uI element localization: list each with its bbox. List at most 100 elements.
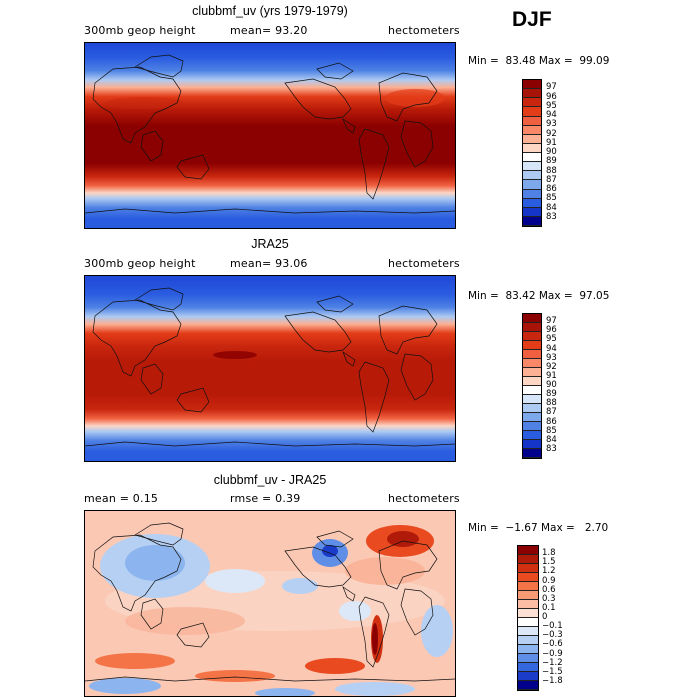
- panel-2-title: JRA25: [251, 237, 289, 251]
- panel-1-coastlines: [85, 54, 455, 214]
- panel-3-rmse-label: rmse = 0.39: [230, 492, 301, 505]
- colorbar-tick-label: 95: [546, 334, 557, 345]
- panel-3-map: [84, 510, 456, 697]
- colorbar-segment: [523, 134, 541, 144]
- colorbar-tick-label: 86: [546, 416, 557, 427]
- colorbar-segment: [518, 672, 538, 681]
- colorbar-tick-label: 89: [546, 156, 557, 167]
- panel-1-variable-label: 300mb geop height: [84, 24, 196, 37]
- colorbar-tick-label: 0.9: [542, 575, 556, 586]
- colorbar-segment: [518, 582, 538, 591]
- colorbar-tick-label: 0.6: [542, 584, 556, 595]
- colorbar-tick-label: 97: [546, 82, 557, 93]
- panel-3-coastlines: [85, 522, 455, 682]
- colorbar-tick-label: 92: [546, 361, 557, 372]
- colorbar-tick-label: −0.6: [542, 639, 563, 650]
- colorbar-tick-label: 1.2: [542, 566, 556, 577]
- colorbar-segment: [523, 162, 541, 172]
- panel-3-colorbar: [517, 545, 539, 691]
- colorbar-segment: [523, 359, 541, 368]
- colorbar-tick-label: 86: [546, 184, 557, 194]
- panel-1-map: [84, 42, 456, 229]
- colorbar-segment: [518, 618, 538, 627]
- colorbar-segment: [523, 368, 541, 377]
- panel-1-colorbar-labels: 97 96 95 94 93 92 91 90 89 88 87 86 85 84 83: [546, 79, 576, 227]
- colorbar-tick-label: 84: [546, 202, 557, 213]
- colorbar-segment: [518, 681, 538, 690]
- panel-3-title: clubbmf_uv - JRA25: [213, 473, 327, 487]
- colorbar-tick-label: 1.8: [542, 548, 556, 559]
- colorbar-tick-label: 94: [546, 110, 557, 120]
- colorbar-tick-label: 96: [546, 91, 557, 102]
- colorbar-tick-label: 97: [546, 316, 557, 327]
- panel-2-colorbar: [522, 313, 542, 459]
- colorbar-tick-label: −0.3: [542, 630, 563, 641]
- colorbar-tick-label: 83: [546, 443, 557, 454]
- colorbar-tick-label: 0: [542, 612, 548, 622]
- colorbar-segment: [523, 323, 541, 332]
- panel-1-colorbar: [522, 79, 542, 227]
- panel-2-units-label: hectometers: [388, 257, 460, 270]
- panel-2-variable-label: 300mb geop height: [84, 257, 196, 270]
- colorbar-segment: [518, 573, 538, 582]
- panel-2-colorbar-labels: 97 96 95 94 93 92 91 90 89 88 87 86 85 84 83: [546, 313, 576, 459]
- colorbar-segment: [518, 636, 538, 645]
- panel-2-minmax: Min = 83.42 Max = 97.05: [468, 290, 610, 302]
- panel-3-minmax: Min = −1.67 Max = 2.70: [468, 522, 609, 534]
- colorbar-segment: [523, 171, 541, 181]
- colorbar-segment: [523, 386, 541, 395]
- panel-1-map-svg: [85, 43, 455, 228]
- colorbar-tick-label: −1.8: [542, 675, 563, 686]
- panel-3-mean-label: mean = 0.15: [84, 492, 159, 505]
- colorbar-tick-label: 85: [546, 193, 557, 204]
- colorbar-segment: [523, 116, 541, 126]
- colorbar-segment: [518, 555, 538, 564]
- colorbar-tick-label: 84: [546, 434, 557, 445]
- colorbar-segment: [523, 314, 541, 323]
- colorbar-tick-label: 85: [546, 425, 557, 436]
- colorbar-tick-label: 83: [546, 211, 557, 222]
- panel-1-minmax: Min = 83.48 Max = 99.09: [468, 55, 610, 67]
- colorbar-tick-label: 87: [546, 407, 557, 418]
- colorbar-segment: [523, 404, 541, 413]
- colorbar-tick-label: 88: [546, 165, 557, 176]
- colorbar-segment: [523, 332, 541, 341]
- colorbar-segment: [523, 107, 541, 117]
- colorbar-tick-label: −1.2: [542, 657, 563, 668]
- colorbar-tick-label: 90: [546, 147, 557, 157]
- colorbar-segment: [523, 89, 541, 99]
- colorbar-tick-label: 1.5: [542, 557, 556, 568]
- panel-2-map-svg: [85, 276, 455, 461]
- colorbar-segment: [523, 413, 541, 422]
- colorbar-segment: [523, 422, 541, 431]
- panel-3-colorbar-labels: 1.8 1.5 1.2 0.9 0.6 0.3 0.1 0 −0.1 −0.3 −0.6 −0.9 −1…: [542, 545, 578, 691]
- colorbar-tick-label: 88: [546, 398, 557, 409]
- colorbar-segment: [523, 341, 541, 350]
- colorbar-tick-label: 94: [546, 343, 557, 354]
- colorbar-segment: [523, 189, 541, 199]
- colorbar-segment: [518, 627, 538, 636]
- panel-2-map: [84, 275, 456, 462]
- colorbar-segment: [523, 216, 541, 226]
- colorbar-tick-label: −1.5: [542, 666, 563, 677]
- colorbar-tick-label: 96: [546, 325, 557, 336]
- colorbar-segment: [523, 80, 541, 90]
- colorbar-tick-label: 0.3: [542, 593, 556, 604]
- colorbar-segment: [523, 98, 541, 108]
- colorbar-segment: [523, 431, 541, 440]
- season-label: DJF: [512, 8, 552, 31]
- colorbar-segment: [523, 350, 541, 359]
- colorbar-segment: [523, 377, 541, 386]
- colorbar-segment: [518, 654, 538, 663]
- colorbar-tick-label: 93: [546, 352, 557, 363]
- colorbar-segment: [523, 125, 541, 135]
- colorbar-segment: [518, 663, 538, 672]
- colorbar-tick-label: 89: [546, 389, 557, 400]
- colorbar-segment: [523, 153, 541, 163]
- panel-2-coastlines: [85, 287, 455, 447]
- panel-1-title: clubbmf_uv (yrs 1979-1979): [192, 4, 348, 18]
- colorbar-segment: [523, 449, 541, 458]
- colorbar-segment: [523, 143, 541, 153]
- colorbar-segment: [518, 645, 538, 654]
- panel-2-mean-label: mean= 93.06: [230, 257, 308, 270]
